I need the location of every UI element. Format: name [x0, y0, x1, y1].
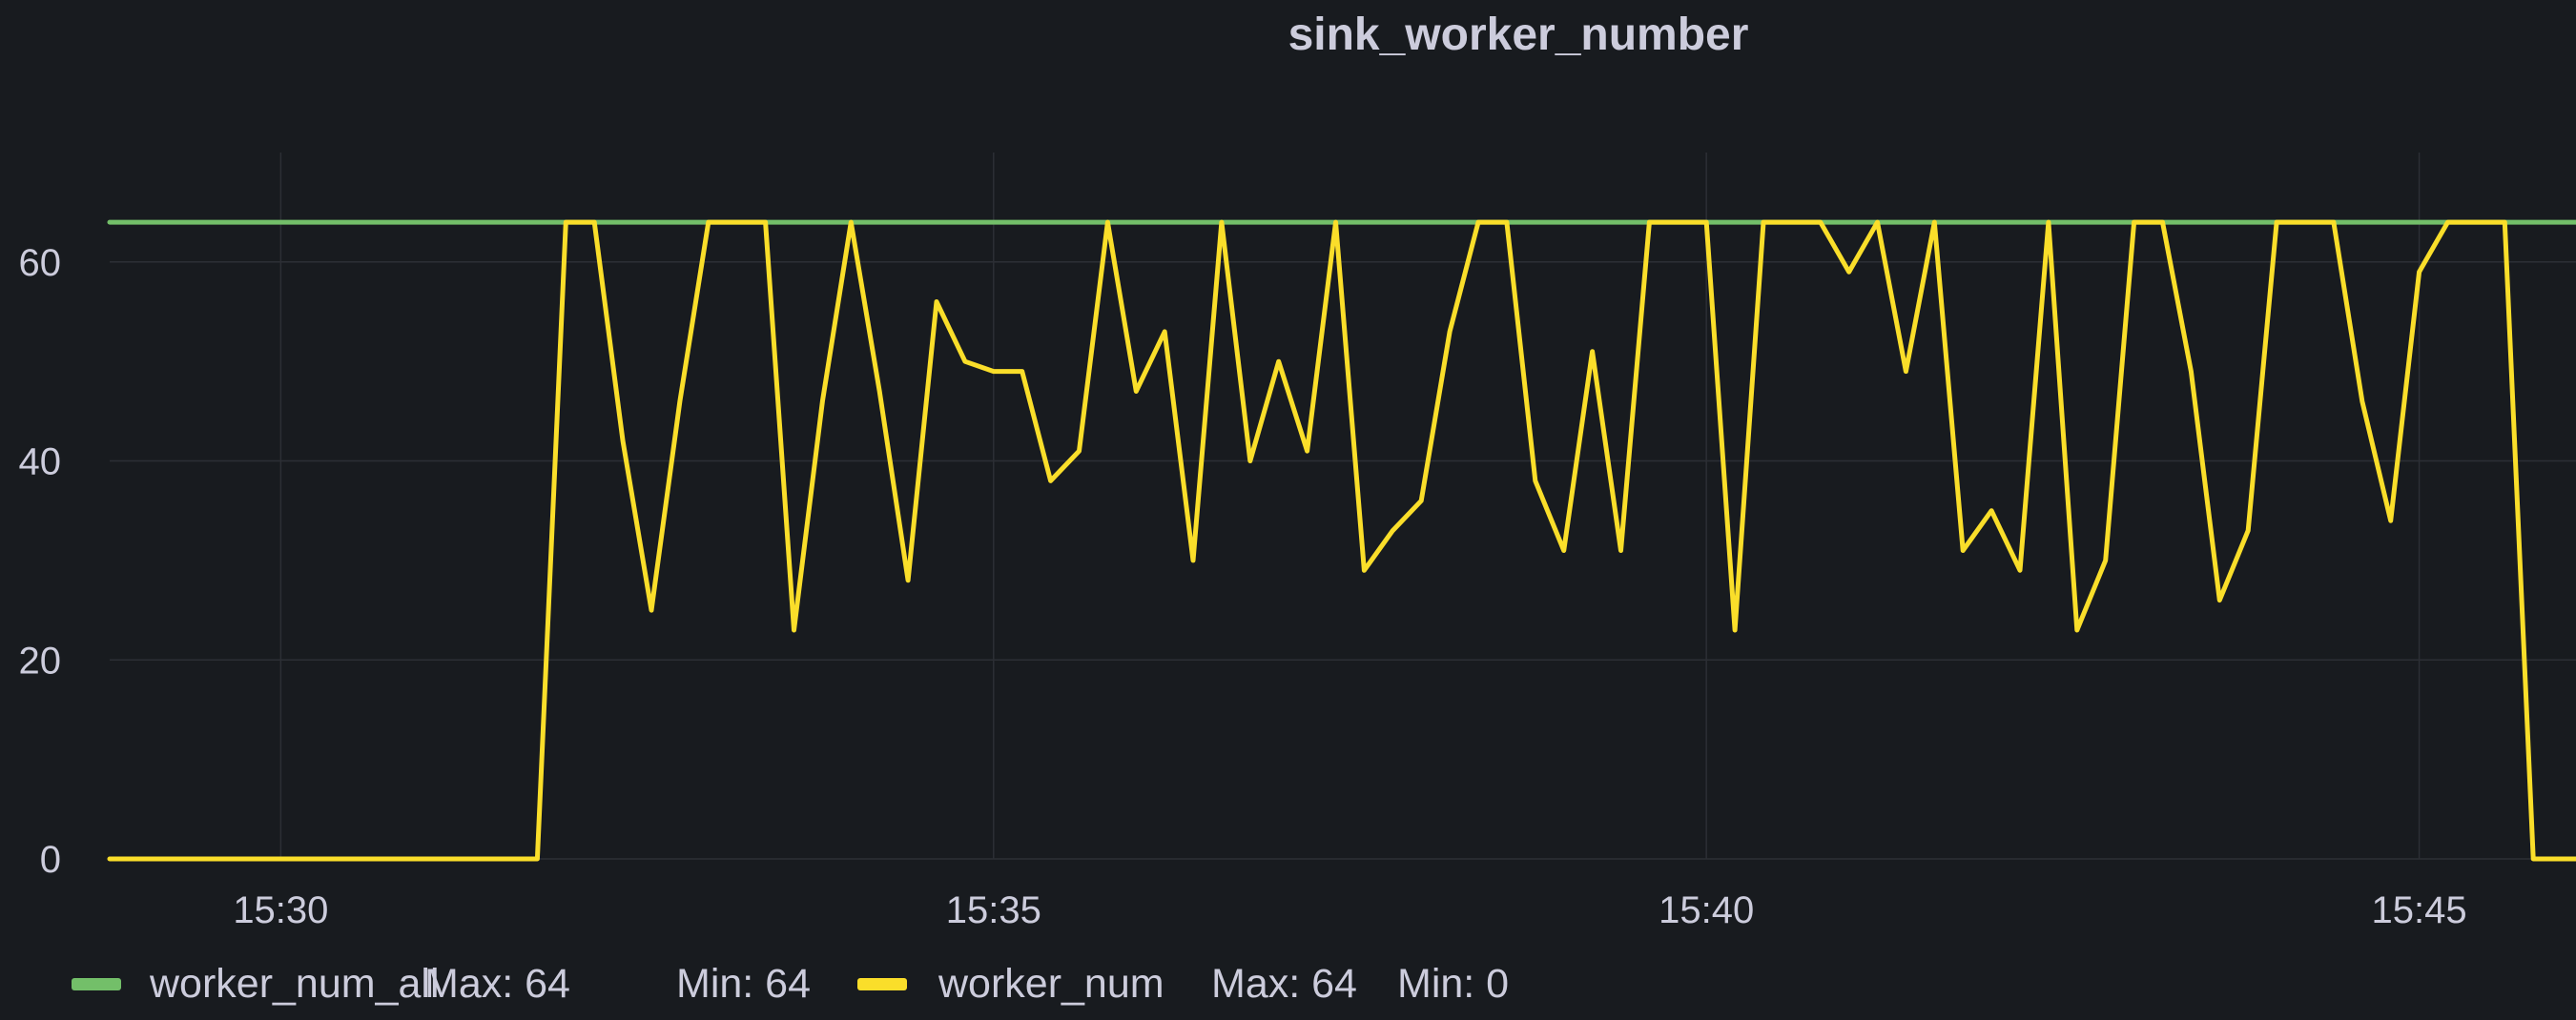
y-tick-label: 40 [19, 441, 62, 483]
y-tick-label: 20 [19, 640, 62, 682]
legend-max-value: Max: 64 [424, 961, 570, 1007]
legend-swatch [857, 978, 907, 990]
y-tick-label: 0 [40, 839, 61, 881]
y-tick-label: 60 [19, 242, 62, 284]
x-tick-label: 15:35 [946, 889, 1041, 931]
legend-swatch [72, 978, 121, 990]
x-tick-label: 15:30 [233, 889, 328, 931]
series-lines [107, 219, 2576, 862]
legend: worker_num_all Max: 64 Min: 64 worker_nu… [72, 961, 1509, 1007]
x-tick-label: 15:40 [1659, 889, 1754, 931]
legend-max-value: Max: 64 [1211, 961, 1357, 1007]
grid-lines [110, 153, 2576, 860]
series-line-worker-num[interactable] [107, 219, 2576, 862]
legend-series-name: worker_num_all [149, 961, 440, 1007]
legend-item-worker-num-all[interactable]: worker_num_all Max: 64 Min: 64 [72, 961, 811, 1007]
axes: 0 20 40 60 15:30 15:35 15:40 15:45 [19, 242, 2467, 931]
legend-item-worker-num[interactable]: worker_num Max: 64 Min: 0 [857, 961, 1509, 1007]
legend-min-value: Min: 0 [1397, 961, 1509, 1007]
panel-title[interactable]: sink_worker_number [1288, 10, 1749, 60]
legend-min-value: Min: 64 [676, 961, 811, 1007]
x-tick-label: 15:45 [2372, 889, 2467, 931]
legend-series-name: worker_num [938, 961, 1164, 1007]
